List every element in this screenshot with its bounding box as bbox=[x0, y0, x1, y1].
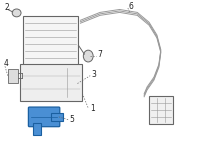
Ellipse shape bbox=[83, 50, 93, 62]
FancyBboxPatch shape bbox=[51, 113, 63, 121]
FancyBboxPatch shape bbox=[33, 123, 41, 135]
Text: 2: 2 bbox=[5, 4, 10, 12]
Text: 7: 7 bbox=[97, 50, 102, 59]
FancyBboxPatch shape bbox=[149, 96, 173, 124]
Text: 4: 4 bbox=[4, 59, 9, 68]
Text: 1: 1 bbox=[90, 103, 95, 113]
FancyBboxPatch shape bbox=[20, 64, 82, 101]
Ellipse shape bbox=[12, 9, 21, 17]
FancyBboxPatch shape bbox=[23, 16, 78, 65]
Text: 5: 5 bbox=[70, 115, 74, 124]
FancyBboxPatch shape bbox=[8, 69, 18, 83]
Text: 6: 6 bbox=[128, 1, 133, 11]
FancyBboxPatch shape bbox=[28, 107, 60, 127]
Text: 3: 3 bbox=[91, 70, 96, 79]
